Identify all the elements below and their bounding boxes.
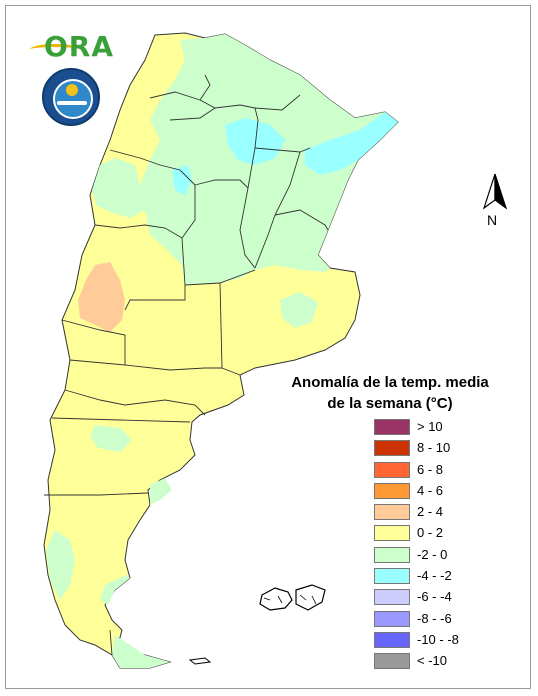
legend-title-line1: Anomalía de la temp. media [291,374,489,391]
legend-swatch [374,589,410,606]
anomaly-cool-zone-mid-coast [150,478,172,505]
anomaly-cold-zone-tucuman [172,165,192,195]
province-boundaries [44,74,329,656]
legend-label: 2 - 4 [417,504,444,520]
legend-label: -2 - 0 [417,546,448,562]
legend-label: -10 - -8 [417,631,459,647]
legend-item: -6 - -4 [374,587,504,608]
north-label: N [487,212,498,228]
anomaly-cold-zone-chaco [225,118,285,165]
legend-label: > 10 [417,419,443,434]
isla-de-los-estados [188,657,212,665]
anomaly-cool-zone-central-south [90,425,132,452]
legend-item: 8 - 10 [374,438,504,459]
legend-label: 6 - 8 [417,461,444,477]
legend-label: 0 - 2 [417,525,444,541]
smn-logo [42,68,100,126]
legend-item: -8 - -6 [374,609,504,630]
legend-title-line2: de la semana (°C) [327,395,453,412]
legend-item: < -10 [374,651,504,672]
ora-swoosh-icon [30,44,80,55]
legend-swatch [374,504,410,521]
legend-swatch [374,525,410,542]
legend-label: -8 - -6 [417,610,452,626]
sun-icon [66,84,78,96]
legend-swatch [374,482,410,499]
anomaly-cool-zone-bsas [280,292,318,328]
legend-item: -10 - -8 [374,630,504,651]
legend-item: 6 - 8 [374,460,504,481]
legend-item: 0 - 2 [374,523,504,544]
legend-swatch [374,568,410,585]
anomaly-cool-zone-patagonia-west [46,530,75,600]
legend-swatch [374,546,410,563]
legend-item: > 10 [374,417,504,438]
legend-swatch [374,461,410,478]
legend-item: -4 - -2 [374,566,504,587]
legend-label: < -10 [417,653,447,669]
legend-swatch [374,419,410,435]
legend-label: -6 - -4 [417,589,452,605]
legend-label: 8 - 10 [417,440,451,456]
legend-item: 2 - 4 [374,502,504,523]
north-arrow-icon [482,173,508,210]
ora-logo: ORA [30,28,113,63]
anomaly-cool-zone-tierra-del-fuego [112,635,170,668]
map-frame [5,5,531,689]
anomaly-cool-zone-patagonia-east [100,575,130,605]
legend: > 10 8 - 10 6 - 8 4 - 6 2 - 4 0 - 2 -2 - 0 -4 -… [374,417,504,673]
legend-swatch [374,631,410,648]
legend-item: -2 - 0 [374,545,504,566]
malvinas-islands [259,584,326,611]
anomaly-hot-zone-mendoza [78,262,125,332]
wave-icon [57,101,87,105]
ora-logo-text: ORA [44,30,115,63]
legend-swatch [374,653,410,670]
legend-swatch [374,440,410,457]
anomaly-cool-zone-west [92,158,145,218]
legend-item: 4 - 6 [374,481,504,502]
legend-label: 4 - 6 [417,482,444,498]
legend-title: Anomalía de la temp. media de la semana … [280,372,500,414]
legend-swatch [374,610,410,627]
anomaly-cold-zone-misiones [305,112,398,175]
legend-label: -4 - -2 [417,568,452,584]
